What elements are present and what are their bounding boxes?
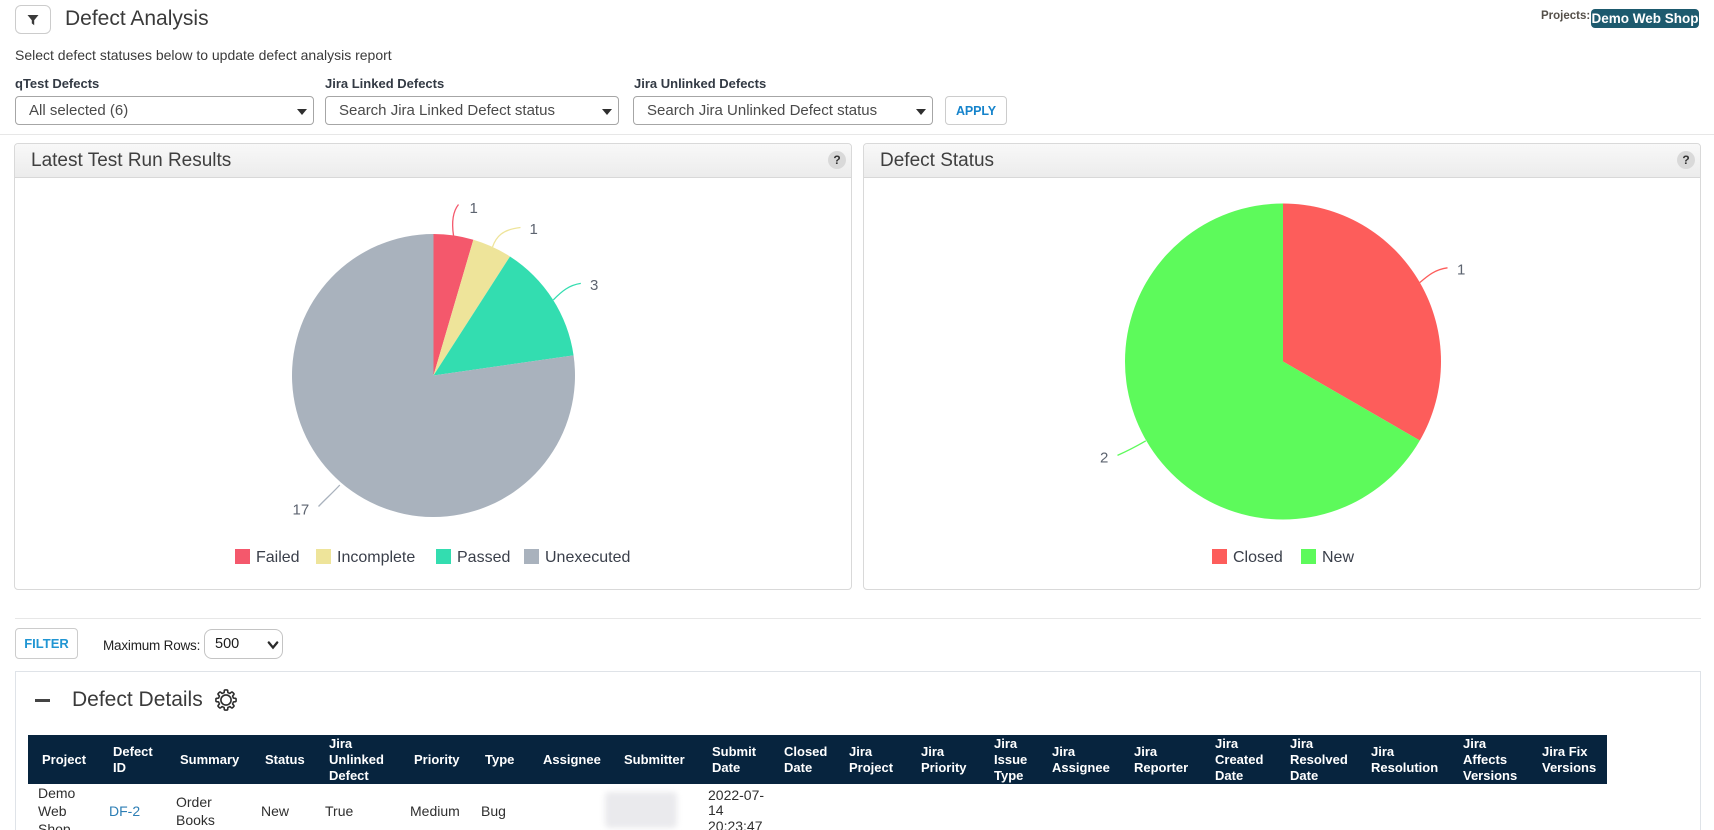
svg-text:1: 1 [530,221,538,238]
svg-text:2: 2 [1100,450,1108,467]
svg-text:Closed: Closed [1233,549,1283,566]
svg-text:New: New [1322,549,1354,566]
svg-text:Unexecuted: Unexecuted [545,549,630,566]
svg-text:17: 17 [293,502,310,519]
svg-text:1: 1 [1457,262,1465,279]
svg-text:3: 3 [590,277,598,294]
svg-text:Incomplete: Incomplete [337,549,415,566]
svg-text:Failed: Failed [256,549,300,566]
svg-text:1: 1 [470,200,478,217]
svg-text:Passed: Passed [457,549,510,566]
